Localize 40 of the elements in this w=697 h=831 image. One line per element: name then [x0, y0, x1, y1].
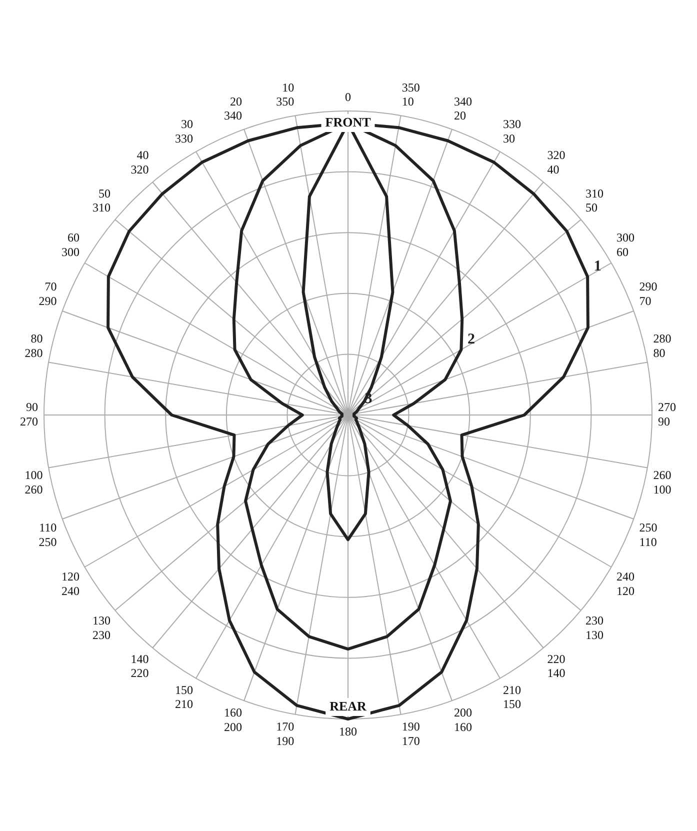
spoke-label: 210 150 [503, 682, 521, 712]
spoke-label: 350 10 [402, 80, 420, 109]
spoke-label: 50 310 [92, 186, 111, 215]
spoke-label: 80 280 [24, 332, 43, 360]
spoke-label: 60 300 [62, 230, 80, 259]
spoke-label: 40 320 [130, 148, 149, 176]
spoke-label: 310 50 [585, 186, 604, 215]
spoke-label: 130 230 [92, 614, 111, 642]
spoke-label: 250 110 [639, 520, 658, 549]
spoke-label: 150 210 [175, 682, 193, 712]
spoke-label: 170 190 [276, 720, 294, 748]
spoke-label: 140 220 [130, 652, 149, 680]
spoke-label: 340 20 [454, 94, 472, 123]
spoke-label: 180 [339, 724, 357, 738]
spoke-label: 270 90 [658, 400, 676, 428]
series-label: 1 [594, 258, 602, 275]
spoke-label: 110 250 [38, 520, 57, 549]
spoke-label: 230 130 [585, 614, 604, 642]
spoke-label: 290 70 [639, 280, 658, 308]
text: FRONT [325, 114, 372, 130]
spoke-label: 30 330 [175, 117, 193, 146]
spoke-label: 160 200 [224, 706, 242, 734]
text: REAR [330, 698, 368, 714]
spoke-label: 330 30 [503, 117, 521, 146]
spoke-label: 300 60 [616, 230, 634, 259]
spoke-label: 100 260 [24, 468, 43, 497]
series-label: 2 [467, 332, 475, 348]
spoke-label: 200 160 [454, 706, 472, 734]
spoke-label: 240 120 [616, 569, 634, 598]
spoke-label: 320 40 [547, 148, 566, 176]
spoke-label: 260 100 [653, 468, 672, 497]
spoke-label: 280 80 [653, 332, 672, 360]
spoke-label: 20 340 [224, 94, 242, 123]
spoke-label: 90 270 [20, 400, 38, 428]
spoke-label: 190 170 [402, 720, 420, 748]
spoke-label: 10 350 [276, 80, 294, 109]
spoke-label: 220 140 [547, 652, 566, 680]
spoke-label: 120 240 [62, 569, 80, 598]
spoke-label: 70 290 [38, 280, 57, 308]
spoke-label: 0 [345, 90, 351, 104]
